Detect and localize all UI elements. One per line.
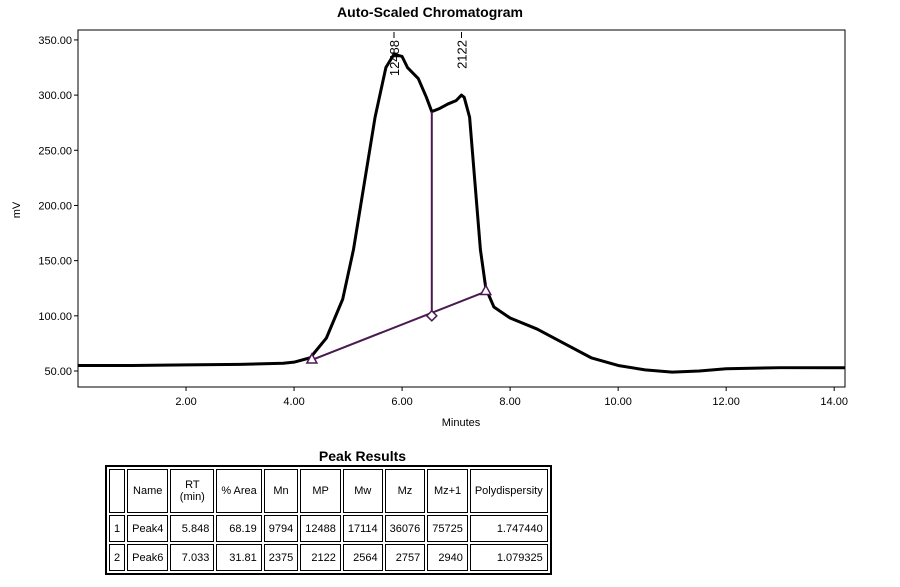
peak-marker [305, 352, 319, 364]
x-tick-label: 8.00 [499, 396, 520, 408]
table-cell: 7.033 [170, 544, 215, 571]
table-cell: 75725 [427, 515, 468, 542]
table-cell: Peak6 [127, 544, 169, 571]
table-cell: 1 [109, 515, 126, 542]
x-tick-label: 2.00 [175, 396, 196, 408]
header-row: Name RT (min)% Area Mn MP Mw Mz Mz+1 Polydisper… [109, 469, 548, 513]
header-cell: Mz+1 [427, 469, 468, 513]
table-cell: 2564 [342, 544, 383, 571]
header-cell: RT (min) [170, 469, 215, 513]
table-cell: 12488 [300, 515, 341, 542]
header-cell: % Area [216, 469, 262, 513]
y-tick-label: 300.00 [38, 90, 72, 102]
x-tick-label: 4.00 [283, 396, 304, 408]
table-cell: 36076 [384, 515, 426, 542]
x-tick-label: 12.00 [712, 396, 740, 408]
y-tick-label: 250.00 [38, 145, 72, 157]
chart: Auto-Scaled Chromatogram Minutes mV 50.0… [11, 4, 848, 429]
table-cell: 31.81 [216, 544, 262, 571]
y-axis-label: mV [11, 201, 23, 218]
table-cell: 5.848 [170, 515, 215, 542]
table-cell: 2122 [300, 544, 341, 571]
header-cell: MP [300, 469, 341, 513]
y-tick-label: 100.00 [38, 311, 72, 323]
y-tick-label: 200.00 [38, 200, 72, 212]
signal-line [78, 52, 845, 374]
table-row: 1 Peak4 5.848 68.19 9794 12488 17114 36076 75725… [109, 515, 548, 542]
annotation-label: 2122 [455, 40, 470, 69]
baseline [311, 290, 487, 361]
table-cell: 2940 [427, 544, 468, 571]
x-tick-label: 10.00 [604, 396, 632, 408]
table-cell: 2757 [384, 544, 426, 571]
x-axis-label: Minutes [442, 417, 481, 429]
y-tick-label: 50.00 [44, 366, 72, 378]
table-title: Peak Results [318, 448, 407, 464]
table-cell: Peak4 [127, 515, 169, 542]
table-row: 2 Peak6 7.033 31.81 2375 2122 2564 2757 2940 1.07… [109, 544, 548, 571]
table-cell: 2 [109, 544, 126, 571]
header-cell: Polydispersity [469, 469, 548, 513]
table-cell: 17114 [342, 515, 383, 542]
header-cell: Mz [384, 469, 426, 513]
header-cell: Mn [263, 469, 299, 513]
x-tick-label: 14.00 [820, 396, 848, 408]
valley-marker [425, 309, 438, 322]
table-cell: 1.747440 [469, 515, 548, 542]
blank-header [109, 469, 126, 513]
x-tick-label: 6.00 [391, 396, 412, 408]
header-cell: Name [127, 469, 169, 513]
peak-table: Name RT (min)% Area Mn MP Mw Mz Mz+1 Polydisper… [105, 465, 552, 575]
y-tick-label: 150.00 [38, 256, 72, 268]
header-cell: Mw [342, 469, 383, 513]
table-cell: 1.079325 [469, 544, 548, 571]
table-cell: 9794 [263, 515, 299, 542]
table-cell: 2375 [263, 544, 299, 571]
table-cell: 68.19 [216, 515, 262, 542]
annotation-label: 12488 [387, 40, 402, 76]
y-tick-label: 350.00 [38, 35, 72, 47]
peak-marker [479, 283, 493, 296]
chart-title: Auto-Scaled Chromatogram [337, 4, 523, 20]
plot-frame [77, 29, 846, 388]
